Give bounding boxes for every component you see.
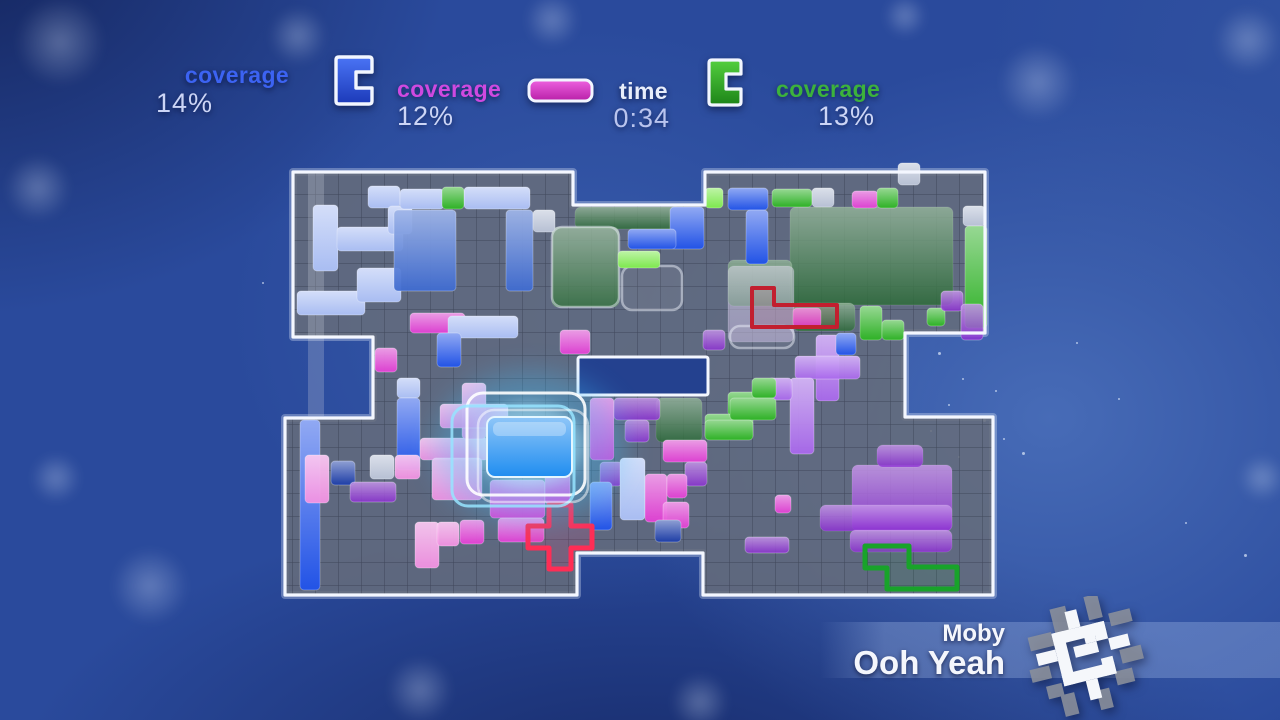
board-block [613, 397, 661, 421]
player2-coverage-label: coverage [397, 76, 502, 102]
cursor-ghost-ring [450, 404, 576, 508]
board-block [851, 190, 879, 209]
board-block [702, 329, 726, 351]
board-block [367, 185, 401, 209]
board-block [745, 209, 769, 265]
quad-outline [620, 264, 684, 312]
timer-label: time [619, 78, 668, 104]
red-plus-outline [525, 502, 595, 572]
board-block [393, 209, 457, 292]
board-block [744, 536, 790, 554]
player3-coverage-label: coverage [776, 76, 881, 102]
board-block [835, 332, 857, 356]
board-block [684, 461, 708, 487]
board-block [617, 250, 661, 269]
green-c-piece-icon [707, 58, 743, 107]
track-title: Ooh Yeah [853, 644, 1005, 682]
now-playing-track: Moby Ooh Yeah [730, 620, 1005, 682]
board-block [876, 444, 924, 468]
board-block [666, 473, 688, 499]
board-block [669, 206, 705, 250]
board-block [789, 377, 815, 455]
board-block [369, 454, 395, 480]
board-block [897, 162, 921, 186]
board-block [704, 419, 754, 441]
now-playing-banner [820, 622, 1280, 678]
board-block [926, 307, 946, 327]
board-block [940, 290, 964, 312]
board-block [312, 204, 339, 272]
board-block [794, 355, 861, 380]
board-block [859, 305, 883, 341]
player1-coverage-label: coverage [184, 62, 290, 88]
board-block [399, 188, 445, 210]
board-block [729, 397, 777, 421]
board-block [441, 186, 465, 210]
player2-coverage-value: 12% [397, 101, 455, 131]
board-block [771, 188, 813, 208]
cursor-ghost-ring [465, 391, 587, 497]
board-block [436, 521, 460, 547]
board-block [463, 186, 531, 210]
player3-coverage-value: 13% [817, 101, 875, 131]
board-block [662, 439, 708, 463]
quad-outline [550, 225, 621, 309]
board-block [627, 228, 677, 250]
board-block [394, 454, 421, 480]
board-block [876, 187, 899, 209]
board-block [819, 504, 953, 532]
chime-logo-icon [1027, 596, 1144, 717]
blue-c-piece-icon [334, 55, 374, 106]
board-block [505, 209, 534, 292]
board-hole [576, 355, 710, 397]
board-block [330, 460, 356, 486]
board-block [751, 377, 777, 399]
player-cursor [486, 416, 573, 478]
timer-value: 0:34 [613, 103, 670, 133]
green-z-outline [862, 543, 960, 592]
board-block [655, 397, 703, 443]
board-block [436, 332, 462, 368]
player1-coverage-value: 14% [156, 88, 214, 118]
track-artist: Moby [942, 620, 1005, 647]
board-block [396, 377, 421, 399]
quad-outline [728, 324, 796, 350]
board-block [727, 187, 769, 211]
board-block [374, 347, 398, 373]
board-block [574, 206, 682, 230]
board-block [774, 494, 792, 514]
red-l-outline [750, 286, 839, 329]
board-block [349, 481, 397, 503]
board-block [619, 457, 646, 521]
board-block [532, 209, 556, 233]
board-block [654, 519, 682, 543]
board-block [960, 303, 984, 341]
board-block [881, 319, 905, 341]
board-block [624, 419, 650, 443]
magenta-bar-piece-icon [527, 78, 594, 103]
board-block [559, 329, 591, 355]
board-block [704, 187, 724, 209]
board-block [962, 205, 986, 227]
board-block [789, 206, 954, 306]
board-block [414, 521, 440, 569]
board-block [304, 454, 330, 504]
cursor-ghost-ring [476, 408, 590, 504]
board-block [459, 519, 485, 545]
board-block [296, 290, 366, 316]
board-block [811, 187, 835, 208]
board-block [447, 315, 519, 339]
board-block [299, 419, 321, 591]
board-border [283, 170, 995, 597]
